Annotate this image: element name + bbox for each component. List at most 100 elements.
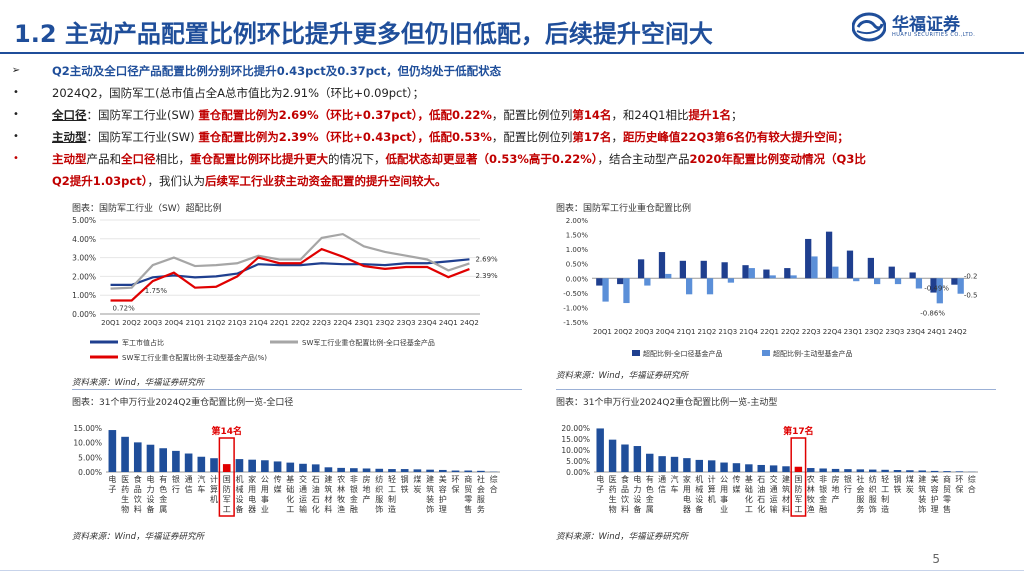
x-tick-label: 车 [197, 484, 205, 494]
bar-1 [915, 278, 923, 289]
y-tick-label: 2.00% [566, 217, 589, 225]
x-tick-label: 产 [832, 494, 840, 504]
x-tick-label: 装 [426, 494, 434, 504]
bar-1 [623, 278, 630, 304]
x-tick-label: 生 [609, 494, 617, 504]
bar [197, 456, 206, 472]
x-tick-label: 药 [609, 484, 617, 494]
bar-1 [936, 278, 943, 304]
x-tick-label: 22Q2 [781, 328, 800, 336]
bar-0 [909, 272, 916, 279]
bar [646, 453, 654, 472]
x-tick-label: 铁 [401, 484, 409, 494]
x-tick-label: 售 [464, 504, 472, 514]
x-tick-label: 融 [819, 504, 827, 514]
x-tick-label: 铁 [893, 484, 901, 494]
x-tick-label: 银 [172, 474, 180, 484]
y-tick-label: 3.00% [72, 254, 96, 263]
x-tick-label: 防 [223, 484, 231, 494]
bullet-text: ， [611, 130, 623, 144]
bar-1 [874, 278, 881, 285]
bar-0 [846, 250, 854, 279]
bullet-text: 第14名 [572, 108, 612, 122]
x-tick-label: 商 [464, 474, 472, 484]
x-tick-label: 环 [452, 475, 460, 484]
bullet-marker: • [13, 153, 19, 164]
x-tick-label: 金 [819, 494, 827, 504]
x-tick-label: 车 [671, 484, 679, 494]
x-tick-label: 品 [621, 485, 629, 494]
x-tick-label: 备 [695, 504, 703, 514]
x-tick-label: 21Q1 [186, 319, 205, 327]
x-tick-label: 饰 [869, 504, 877, 514]
x-tick-label: 保 [452, 484, 460, 494]
x-tick-label: 石 [757, 495, 765, 504]
x-tick-label: 20Q3 [635, 328, 654, 336]
x-tick-label: 军 [794, 495, 802, 504]
x-tick-label: 21Q4 [249, 319, 268, 327]
x-tick-label: 房 [832, 474, 840, 484]
y-tick-label: 15.00% [73, 424, 102, 433]
x-tick-label: 媒 [274, 485, 282, 494]
x-tick-label: 工 [286, 505, 294, 514]
x-tick-label: 子 [108, 485, 116, 494]
x-tick-label: 建 [324, 474, 332, 484]
bar-0 [867, 257, 874, 279]
x-tick-label: 饰 [375, 504, 383, 514]
x-tick-label: 制 [388, 494, 396, 504]
x-tick-label: 务 [856, 504, 864, 514]
bullet-text: 重仓配置比例环比提升更大 [190, 152, 328, 166]
bullet-text: 全口径 [52, 108, 87, 122]
x-tick-label: 22Q3 [312, 319, 331, 327]
bullet-item: ➢ Q2主动及全口径产品配置比例分别环比提升0.43pct及0.37pct，但仍均… [12, 60, 1012, 82]
x-tick-label: 事 [261, 494, 269, 504]
x-tick-label: 20Q3 [143, 319, 162, 327]
x-tick-label: 物 [609, 504, 617, 514]
x-tick-label: 料 [134, 504, 142, 514]
bar-1 [957, 278, 964, 294]
x-tick-label: 用 [261, 485, 269, 494]
bar [695, 459, 704, 472]
bar-0 [825, 231, 833, 279]
bar [172, 450, 180, 472]
bar [299, 463, 307, 472]
x-tick-label: 护 [439, 494, 447, 504]
x-tick-label: 机 [708, 494, 716, 504]
bar-1 [832, 266, 839, 279]
x-tick-label: 23Q3 [397, 319, 416, 327]
x-tick-label: 饰 [918, 504, 926, 514]
x-tick-label: 力 [146, 484, 154, 494]
bullet-text: ，结合主动型产品 [597, 152, 690, 166]
x-tick-label: 牧 [807, 494, 815, 504]
data-label: 2.39% [475, 272, 498, 280]
x-tick-label: 合 [490, 484, 498, 494]
x-tick-label: 防 [794, 484, 802, 494]
bar [426, 469, 434, 472]
bar [451, 470, 460, 472]
x-tick-label: 国 [223, 475, 231, 484]
bar [868, 469, 877, 472]
x-tick-label: 通 [299, 484, 307, 494]
x-tick-label: 行 [172, 484, 180, 494]
x-tick-label: 输 [299, 504, 307, 514]
x-tick-label: 工 [794, 505, 802, 514]
x-tick-label: 21Q4 [739, 328, 758, 336]
x-tick-label: 备 [633, 504, 641, 514]
bullet-text: ，配置比例位列 [491, 130, 573, 144]
y-tick-label: 10.00% [561, 446, 590, 455]
x-tick-label: 环 [955, 475, 963, 484]
x-tick-label: 饮 [134, 494, 142, 504]
bar-0 [763, 269, 770, 279]
x-tick-label: 化 [286, 494, 294, 504]
bar [261, 460, 269, 472]
y-tick-label: 15.00% [561, 435, 590, 444]
bar-1 [644, 278, 651, 286]
bar [108, 430, 117, 472]
x-tick-label: 金 [350, 494, 358, 504]
x-tick-label: 生 [121, 494, 129, 504]
bar-1 [790, 275, 797, 279]
chart3-title: 图表：31个申万行业2024Q2重仓配置比例一览-全口径 [72, 398, 294, 408]
legend-label: SW军工行业重仓配置比例-主动型基金产品(%) [122, 353, 267, 362]
bullet-item: • 2024Q2，国防军工(总市值占全A总市值比为2.91%（环比+0.09pct… [13, 82, 1012, 104]
x-tick-label: 食 [621, 474, 629, 484]
